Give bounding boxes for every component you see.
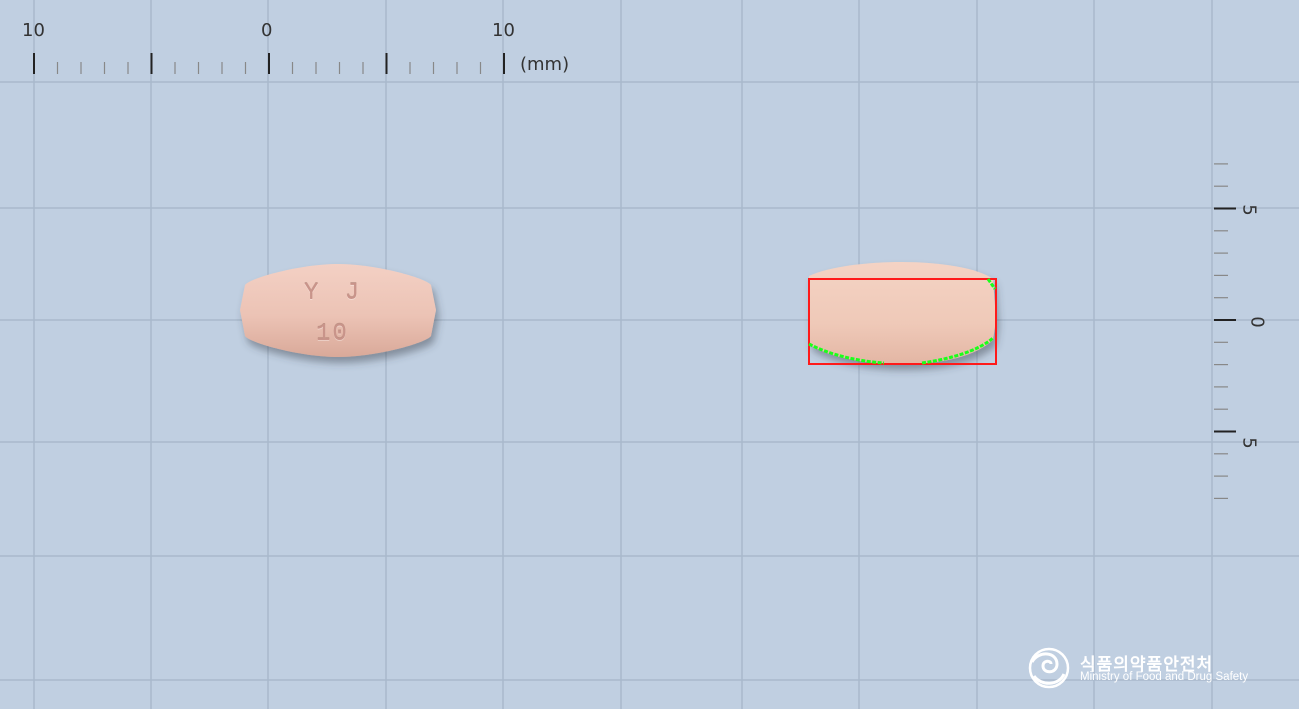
ruler-right-label-bottom: 5 — [1238, 437, 1260, 449]
logo-english-text: Ministry of Food and Drug Safety — [1080, 671, 1249, 683]
right-ruler — [1214, 163, 1236, 499]
pill-front-view — [240, 264, 436, 357]
detection-contour — [808, 278, 997, 365]
logo-korean-text: 식품의약품안전처 — [1080, 655, 1214, 675]
pill-imprint-line2: 10 — [316, 321, 349, 348]
ruler-right-label-center: 0 — [1246, 316, 1268, 328]
ruler-top-label-left: 10 — [22, 20, 45, 41]
detection-bounding-box — [808, 278, 997, 365]
ruler-top-label-right: 10 — [492, 20, 515, 41]
pill-side-view — [809, 262, 996, 364]
ruler-unit-label: (mm) — [520, 54, 570, 75]
mfds-swirl-icon — [1028, 647, 1070, 689]
pill-imprint-line1: Y J — [304, 280, 366, 307]
ruler-top-label-center: 0 — [261, 20, 273, 41]
ruler-right-label-top: 5 — [1238, 204, 1260, 216]
top-ruler — [33, 53, 505, 74]
